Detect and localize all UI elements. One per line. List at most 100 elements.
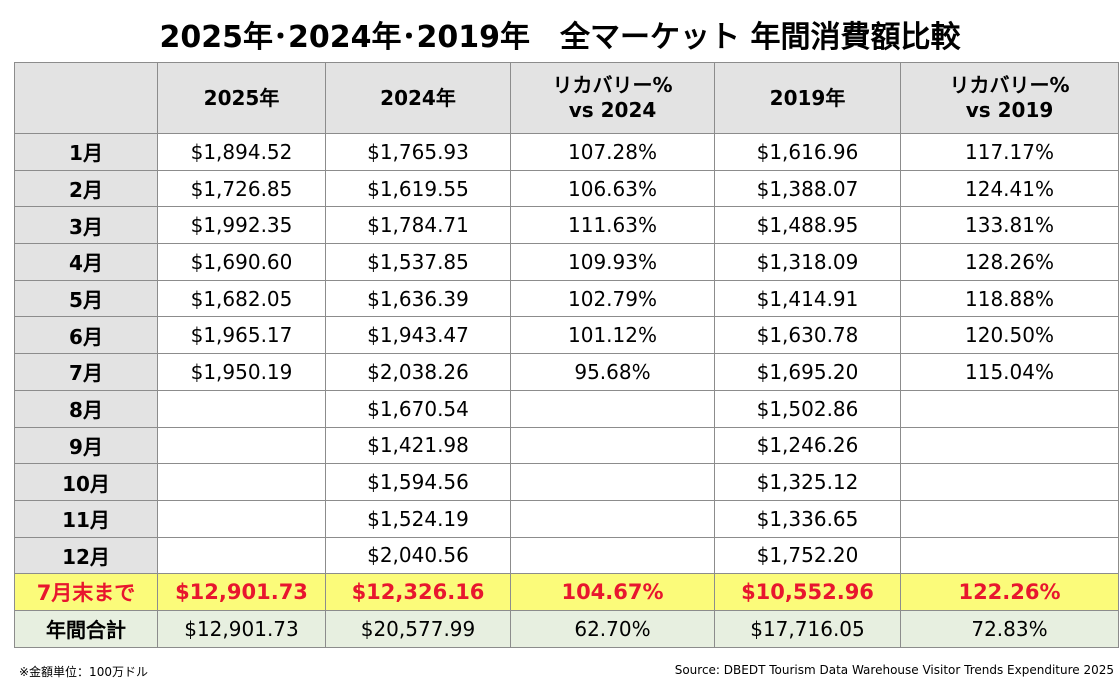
ytd-label: 7月末まで xyxy=(14,573,158,611)
cell-recovery-vs-2019 xyxy=(900,389,1119,428)
cell-recovery-vs-2024 xyxy=(510,536,715,575)
cell-recovery-vs-2024 xyxy=(510,463,715,501)
cell-2025 xyxy=(157,389,326,428)
ytd-recovery-vs-2019: 122.26% xyxy=(900,573,1119,611)
ytd-2024: $12,326.16 xyxy=(325,573,511,611)
cell-recovery-vs-2024 xyxy=(510,389,715,428)
cell-2024: $1,537.85 xyxy=(325,243,511,281)
annual-recovery-vs-2024: 62.70% xyxy=(510,609,715,648)
header-recovery-vs-2024-line2: vs 2024 xyxy=(568,98,657,122)
header-corner xyxy=(14,62,158,134)
cell-2024: $1,421.98 xyxy=(325,426,511,465)
cell-recovery-vs-2019 xyxy=(900,536,1119,575)
month-label: 6月 xyxy=(14,316,158,355)
cell-2025: $1,894.52 xyxy=(157,133,326,171)
annual-recovery-vs-2019: 72.83% xyxy=(900,609,1119,648)
cell-2019: $1,388.07 xyxy=(714,169,901,208)
cell-recovery-vs-2019: 117.17% xyxy=(900,133,1119,171)
table-row: 2月 $1,726.85 $1,619.55 106.63% $1,388.07 124.… xyxy=(14,169,1119,208)
cell-2019: $1,752.20 xyxy=(714,536,901,575)
table-row: 10月 $1,594.56 $1,325.12 xyxy=(14,463,1119,501)
ytd-row: 7月末まで $12,901.73 $12,326.16 104.67% $10,… xyxy=(14,573,1119,611)
cell-recovery-vs-2019 xyxy=(900,463,1119,501)
cell-2019: $1,318.09 xyxy=(714,243,901,281)
annual-2025: $12,901.73 xyxy=(157,609,326,648)
cell-2019: $1,502.86 xyxy=(714,389,901,428)
table-row: 6月 $1,965.17 $1,943.47 101.12% $1,630.78 120.… xyxy=(14,316,1119,355)
cell-recovery-vs-2019: 124.41% xyxy=(900,169,1119,208)
cell-recovery-vs-2019: 133.81% xyxy=(900,206,1119,245)
unit-note: ※金額単位：100万ドル xyxy=(19,665,148,679)
cell-recovery-vs-2024: 95.68% xyxy=(510,353,715,391)
ytd-2025: $12,901.73 xyxy=(157,573,326,611)
cell-recovery-vs-2024: 111.63% xyxy=(510,206,715,245)
header-2025: 2025年 xyxy=(157,62,326,134)
header-2019: 2019年 xyxy=(714,62,901,134)
cell-2024: $2,038.26 xyxy=(325,353,511,391)
month-label: 12月 xyxy=(14,536,158,575)
table-row: 9月 $1,421.98 $1,246.26 xyxy=(14,426,1119,465)
table-row: 3月 $1,992.35 $1,784.71 111.63% $1,488.95 133.… xyxy=(14,206,1119,245)
cell-2024: $1,524.19 xyxy=(325,499,511,538)
cell-recovery-vs-2019: 118.88% xyxy=(900,279,1119,318)
source-note: Source: DBEDT Tourism Data Warehouse Vis… xyxy=(674,663,1114,677)
cell-recovery-vs-2024: 106.63% xyxy=(510,169,715,208)
cell-2025 xyxy=(157,536,326,575)
month-label: 10月 xyxy=(14,463,158,501)
ytd-2019: $10,552.96 xyxy=(714,573,901,611)
cell-2024: $1,594.56 xyxy=(325,463,511,501)
cell-recovery-vs-2019 xyxy=(900,499,1119,538)
table-row: 11月 $1,524.19 $1,336.65 xyxy=(14,499,1119,538)
table-row: 1月 $1,894.52 $1,765.93 107.28% $1,616.96 117.… xyxy=(14,133,1119,171)
month-label: 7月 xyxy=(14,353,158,391)
cell-2024: $1,765.93 xyxy=(325,133,511,171)
cell-2025: $1,690.60 xyxy=(157,243,326,281)
header-recovery-vs-2019-line2: vs 2019 xyxy=(965,98,1054,122)
cell-recovery-vs-2019: 120.50% xyxy=(900,316,1119,355)
cell-2024: $1,670.54 xyxy=(325,389,511,428)
cell-recovery-vs-2024: 107.28% xyxy=(510,133,715,171)
header-2024: 2024年 xyxy=(325,62,511,134)
cell-recovery-vs-2024: 101.12% xyxy=(510,316,715,355)
month-label: 5月 xyxy=(14,279,158,318)
cell-2025: $1,682.05 xyxy=(157,279,326,318)
annual-label: 年間合計 xyxy=(14,609,158,648)
annual-2024: $20,577.99 xyxy=(325,609,511,648)
annual-total-row: 年間合計 $12,901.73 $20,577.99 62.70% $17,71… xyxy=(14,609,1119,648)
cell-2024: $2,040.56 xyxy=(325,536,511,575)
month-label: 8月 xyxy=(14,389,158,428)
cell-2025 xyxy=(157,426,326,465)
cell-2019: $1,488.95 xyxy=(714,206,901,245)
cell-recovery-vs-2024: 109.93% xyxy=(510,243,715,281)
header-recovery-vs-2019: リカバリー% vs 2019 xyxy=(900,62,1119,134)
cell-2019: $1,325.12 xyxy=(714,463,901,501)
table-row: 12月 $2,040.56 $1,752.20 xyxy=(14,536,1119,575)
cell-2025 xyxy=(157,499,326,538)
ytd-recovery-vs-2024: 104.67% xyxy=(510,573,715,611)
header-recovery-vs-2024-line1: リカバリー% xyxy=(552,73,673,97)
cell-2025: $1,992.35 xyxy=(157,206,326,245)
cell-recovery-vs-2019: 115.04% xyxy=(900,353,1119,391)
month-label: 2月 xyxy=(14,169,158,208)
cell-2024: $1,784.71 xyxy=(325,206,511,245)
table-row: 5月 $1,682.05 $1,636.39 102.79% $1,414.91 118.… xyxy=(14,279,1119,318)
cell-2024: $1,619.55 xyxy=(325,169,511,208)
cell-2019: $1,630.78 xyxy=(714,316,901,355)
cell-2019: $1,246.26 xyxy=(714,426,901,465)
header-recovery-vs-2019-line1: リカバリー% xyxy=(949,73,1070,97)
month-label: 1月 xyxy=(14,133,158,171)
cell-2019: $1,616.96 xyxy=(714,133,901,171)
cell-2024: $1,943.47 xyxy=(325,316,511,355)
expenditure-table: 2025年 2024年 リカバリー% vs 2024 2019年 リカバリー% … xyxy=(14,62,1119,648)
cell-2025: $1,965.17 xyxy=(157,316,326,355)
month-label: 11月 xyxy=(14,499,158,538)
month-label: 3月 xyxy=(14,206,158,245)
table-row: 7月 $1,950.19 $2,038.26 95.68% $1,695.20 115.0… xyxy=(14,353,1119,391)
annual-2019: $17,716.05 xyxy=(714,609,901,648)
cell-recovery-vs-2019 xyxy=(900,426,1119,465)
cell-recovery-vs-2024 xyxy=(510,426,715,465)
cell-2025: $1,950.19 xyxy=(157,353,326,391)
cell-2024: $1,636.39 xyxy=(325,279,511,318)
header-row: 2025年 2024年 リカバリー% vs 2024 2019年 リカバリー% … xyxy=(14,62,1119,134)
month-label: 4月 xyxy=(14,243,158,281)
